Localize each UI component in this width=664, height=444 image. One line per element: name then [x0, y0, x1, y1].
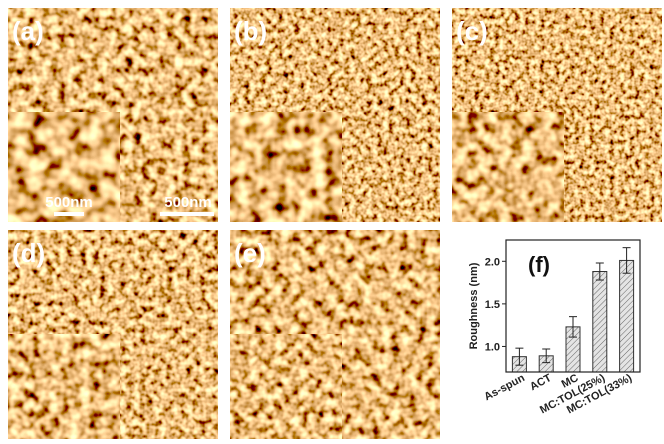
y-tick-label: 1.0 — [485, 341, 500, 353]
panel-label: (d) — [12, 238, 45, 268]
y-tick-label: 2.0 — [485, 256, 500, 268]
bar — [593, 272, 607, 372]
x-tick-label: As-spun — [482, 372, 527, 403]
inset-image — [230, 112, 342, 222]
scale-label: 500nm — [45, 194, 93, 211]
panel-label: (c) — [456, 16, 488, 46]
chart-title: (f) — [528, 252, 550, 277]
inset-image — [230, 334, 342, 439]
panel-label: (b) — [234, 16, 267, 46]
panel-label: (e) — [234, 238, 266, 268]
x-tick-label: ACT — [528, 372, 554, 393]
panel-label: (a) — [12, 16, 44, 46]
y-axis-label: Roughness (nm) — [468, 262, 480, 349]
y-tick-label: 1.5 — [485, 299, 500, 311]
inset-image — [452, 112, 564, 222]
inset-image — [8, 334, 120, 439]
scale-label: 500nm — [164, 194, 212, 211]
bar — [620, 260, 634, 372]
figure: (a) (b) (c) (d) (e) 500nm 500nm (f) Roughness (n… — [0, 0, 664, 439]
